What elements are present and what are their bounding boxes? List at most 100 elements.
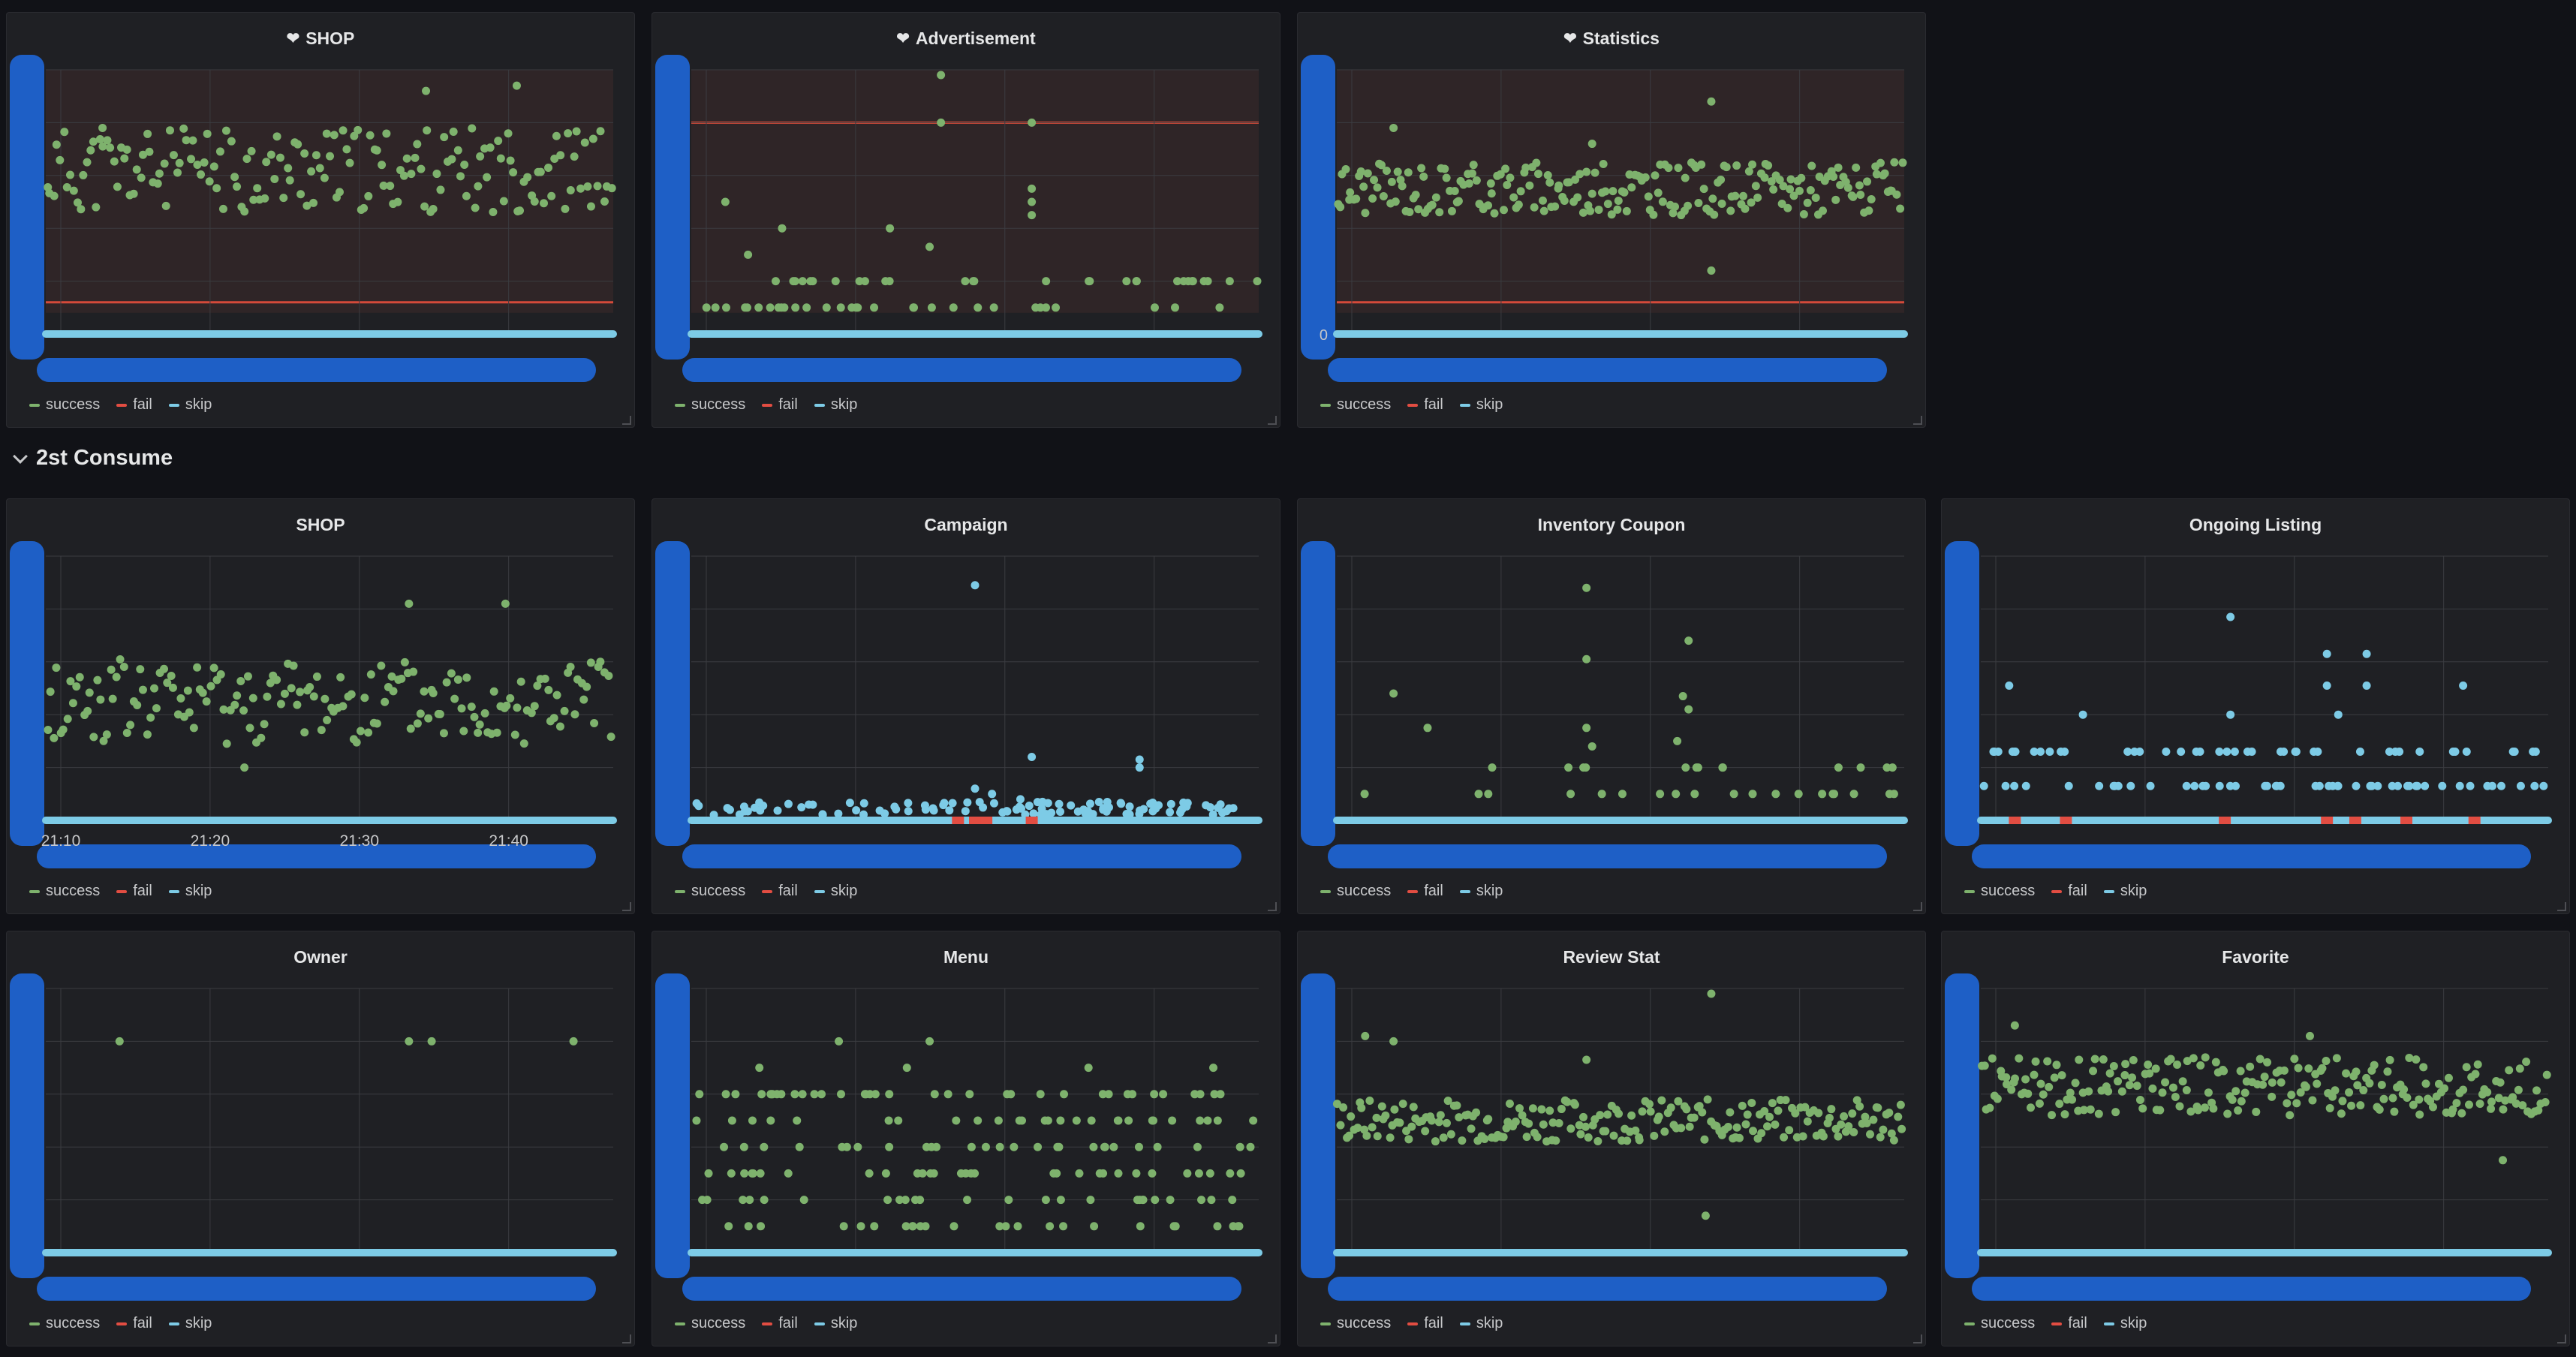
- x-axis-drag-handle[interactable]: [682, 1277, 1241, 1301]
- legend-item-skip[interactable]: skip: [814, 1315, 857, 1332]
- panel-ongoing-listing[interactable]: Ongoing Listing success fail skip: [1941, 498, 2570, 914]
- x-axis-drag-handle[interactable]: [1328, 1277, 1887, 1301]
- legend-item-success[interactable]: success: [29, 1315, 100, 1332]
- resize-handle-icon[interactable]: [1913, 902, 1922, 911]
- legend-item-success[interactable]: success: [29, 883, 100, 900]
- scatter-plot[interactable]: 0: [1320, 69, 1908, 364]
- resize-handle-icon[interactable]: [1268, 416, 1277, 425]
- panel-favorite[interactable]: Favorite success fail skip: [1941, 931, 2570, 1346]
- legend-item-fail[interactable]: fail: [116, 883, 152, 900]
- legend-item-skip[interactable]: skip: [168, 396, 212, 414]
- legend-item-success[interactable]: success: [29, 396, 100, 414]
- panel-shop-top[interactable]: ❤ SHOP success fail skip: [6, 12, 635, 428]
- y-axis-drag-handle[interactable]: [655, 55, 690, 360]
- resize-handle-icon[interactable]: [622, 902, 631, 911]
- scatter-plot[interactable]: [1977, 988, 2552, 1283]
- resize-handle-icon[interactable]: [622, 1334, 631, 1343]
- panel-campaign[interactable]: Campaign success fail skip: [652, 498, 1280, 914]
- panel-shop[interactable]: SHOP 21:10 21:20 21:30 21:40 success fail skip: [6, 498, 635, 914]
- y-axis-drag-handle[interactable]: [1301, 973, 1335, 1278]
- scatter-plot[interactable]: [1333, 555, 1908, 850]
- legend-item-skip[interactable]: skip: [2103, 883, 2147, 900]
- legend-item-fail[interactable]: fail: [116, 1315, 152, 1332]
- y-axis-drag-handle[interactable]: [1945, 973, 1979, 1278]
- legend-item-success[interactable]: success: [1320, 1315, 1391, 1332]
- legend-item-skip[interactable]: skip: [2103, 1315, 2147, 1332]
- legend-item-fail[interactable]: fail: [1407, 883, 1443, 900]
- resize-handle-icon[interactable]: [622, 416, 631, 425]
- legend-item-success[interactable]: success: [1964, 883, 2035, 900]
- x-axis-drag-handle[interactable]: [1328, 844, 1887, 868]
- x-axis-drag-handle[interactable]: [1328, 358, 1887, 382]
- resize-handle-icon[interactable]: [2557, 902, 2566, 911]
- scatter-plot[interactable]: [42, 69, 617, 364]
- y-axis-drag-handle[interactable]: [1945, 541, 1979, 846]
- scatter-plot[interactable]: 21:10 21:20 21:30 21:40: [41, 555, 617, 850]
- legend-item-success[interactable]: success: [675, 883, 745, 900]
- legend-item-success[interactable]: success: [675, 1315, 745, 1332]
- legend-item-fail[interactable]: fail: [762, 1315, 798, 1332]
- row-toggle-2st-consume[interactable]: 2st Consume: [13, 446, 173, 471]
- scatter-plot[interactable]: [688, 555, 1262, 850]
- panel-title[interactable]: ❤ SHOP: [7, 23, 634, 53]
- scatter-plot[interactable]: [1977, 555, 2552, 850]
- panel-title[interactable]: SHOP: [7, 510, 634, 540]
- panel-title[interactable]: Ongoing Listing: [1942, 510, 2569, 540]
- legend-item-fail[interactable]: fail: [2051, 883, 2087, 900]
- scatter-plot[interactable]: [688, 988, 1262, 1283]
- legend-item-skip[interactable]: skip: [168, 883, 212, 900]
- y-axis-drag-handle[interactable]: [655, 541, 690, 846]
- y-axis-drag-handle[interactable]: [1301, 541, 1335, 846]
- scatter-plot[interactable]: [42, 988, 617, 1283]
- y-axis-drag-handle[interactable]: [10, 973, 44, 1278]
- panel-owner[interactable]: Owner success fail skip: [6, 931, 635, 1346]
- x-axis-drag-handle[interactable]: [37, 1277, 596, 1301]
- legend-item-skip[interactable]: skip: [1459, 1315, 1503, 1332]
- legend-item-fail[interactable]: fail: [1407, 396, 1443, 414]
- panel-title[interactable]: Inventory Coupon: [1298, 510, 1925, 540]
- resize-handle-icon[interactable]: [1268, 902, 1277, 911]
- legend-item-fail[interactable]: fail: [116, 396, 152, 414]
- panel-title[interactable]: ❤ Advertisement: [652, 23, 1280, 53]
- legend-item-skip[interactable]: skip: [1459, 883, 1503, 900]
- resize-handle-icon[interactable]: [2557, 1334, 2566, 1343]
- panel-title[interactable]: Campaign: [652, 510, 1280, 540]
- legend-item-skip[interactable]: skip: [1459, 396, 1503, 414]
- panel-title[interactable]: ❤ Statistics: [1298, 23, 1925, 53]
- panel-title[interactable]: Favorite: [1942, 942, 2569, 972]
- y-axis-drag-handle[interactable]: [1301, 55, 1335, 360]
- y-axis-drag-handle[interactable]: [655, 973, 690, 1278]
- legend-item-fail[interactable]: fail: [762, 396, 798, 414]
- scatter-plot[interactable]: [688, 69, 1262, 364]
- legend-item-success[interactable]: success: [1320, 883, 1391, 900]
- legend-item-fail[interactable]: fail: [2051, 1315, 2087, 1332]
- panel-title[interactable]: Owner: [7, 942, 634, 972]
- x-axis-drag-handle[interactable]: [37, 844, 596, 868]
- panel-review-stat[interactable]: Review Stat success fail skip: [1297, 931, 1926, 1346]
- resize-handle-icon[interactable]: [1913, 1334, 1922, 1343]
- y-axis-drag-handle[interactable]: [10, 55, 44, 360]
- panel-inventory-coupon[interactable]: Inventory Coupon success fail skip: [1297, 498, 1926, 914]
- x-axis-drag-handle[interactable]: [682, 358, 1241, 382]
- legend-item-skip[interactable]: skip: [168, 1315, 212, 1332]
- resize-handle-icon[interactable]: [1913, 416, 1922, 425]
- x-axis-drag-handle[interactable]: [682, 844, 1241, 868]
- x-axis-drag-handle[interactable]: [1972, 844, 2531, 868]
- legend-item-fail[interactable]: fail: [1407, 1315, 1443, 1332]
- panel-advertisement[interactable]: ❤ Advertisement success fail skip: [652, 12, 1280, 428]
- panel-title[interactable]: Review Stat: [1298, 942, 1925, 972]
- x-axis-drag-handle[interactable]: [1972, 1277, 2531, 1301]
- resize-handle-icon[interactable]: [1268, 1334, 1277, 1343]
- legend-item-skip[interactable]: skip: [814, 396, 857, 414]
- y-axis-drag-handle[interactable]: [10, 541, 44, 846]
- legend-item-success[interactable]: success: [1320, 396, 1391, 414]
- legend-item-success[interactable]: success: [1964, 1315, 2035, 1332]
- panel-title[interactable]: Menu: [652, 942, 1280, 972]
- scatter-plot[interactable]: [1332, 988, 1908, 1283]
- x-axis-drag-handle[interactable]: [37, 358, 596, 382]
- panel-statistics[interactable]: ❤ Statistics 0 success fail skip: [1297, 12, 1926, 428]
- legend-item-skip[interactable]: skip: [814, 883, 857, 900]
- legend-item-fail[interactable]: fail: [762, 883, 798, 900]
- panel-menu[interactable]: Menu success fail skip: [652, 931, 1280, 1346]
- legend-item-success[interactable]: success: [675, 396, 745, 414]
